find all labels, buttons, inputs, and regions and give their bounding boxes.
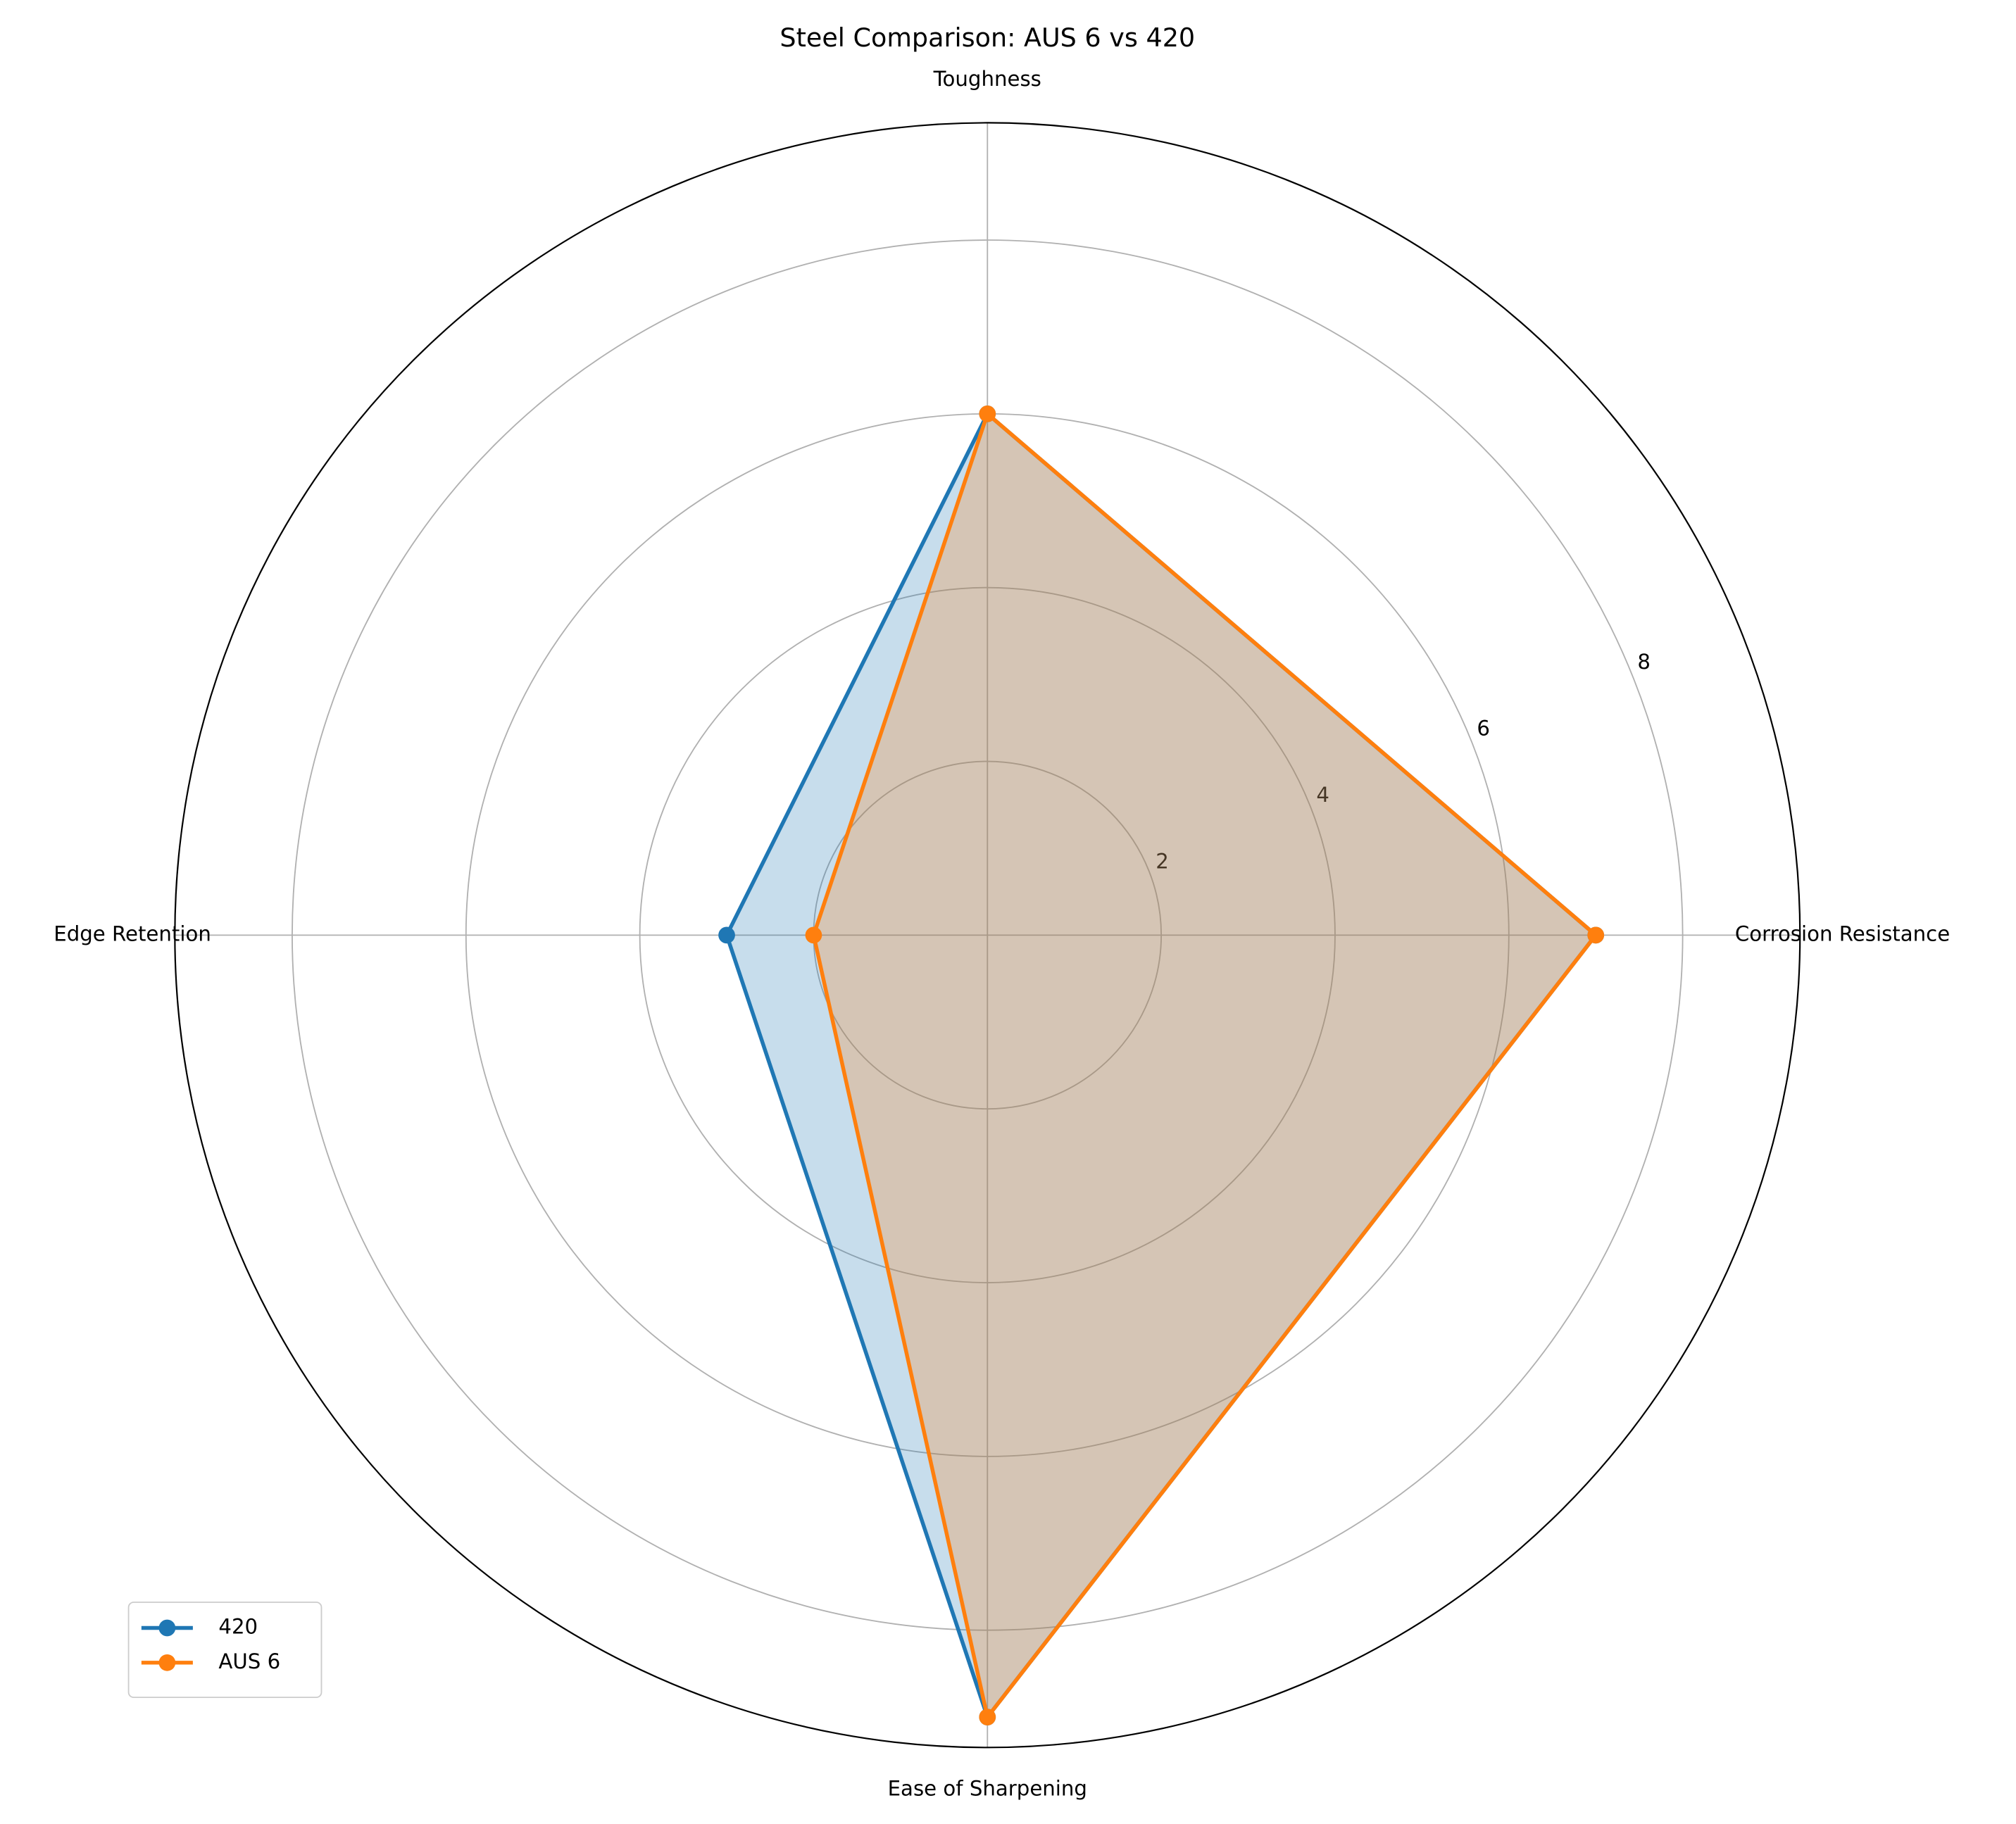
r-tick-label: 6 — [1477, 717, 1490, 741]
legend-marker — [158, 1619, 176, 1637]
series-area — [813, 413, 1596, 1718]
r-tick-label: 4 — [1316, 783, 1329, 807]
point — [1587, 926, 1605, 944]
point — [805, 926, 822, 944]
point — [718, 926, 735, 944]
legend: 420 AUS 6 — [127, 1602, 323, 1699]
r-tick-label: 8 — [1637, 650, 1651, 674]
point — [979, 405, 996, 422]
legend-label: 420 — [218, 1615, 258, 1639]
point — [979, 1709, 996, 1726]
series-area — [727, 413, 1596, 1718]
r-tick-label: 2 — [1156, 850, 1169, 874]
category-label: Ease of Sharpening — [888, 1777, 1087, 1801]
legend-marker — [158, 1654, 176, 1671]
chart-title: Steel Comparison: AUS 6 vs 420 — [780, 23, 1195, 53]
outer-frame — [174, 122, 1801, 1749]
category-label: Edge Retention — [54, 922, 211, 945]
category-label: Corrosion Resistance — [1735, 922, 1950, 945]
category-label: Toughness — [933, 67, 1041, 91]
legend-label: AUS 6 — [218, 1649, 280, 1673]
